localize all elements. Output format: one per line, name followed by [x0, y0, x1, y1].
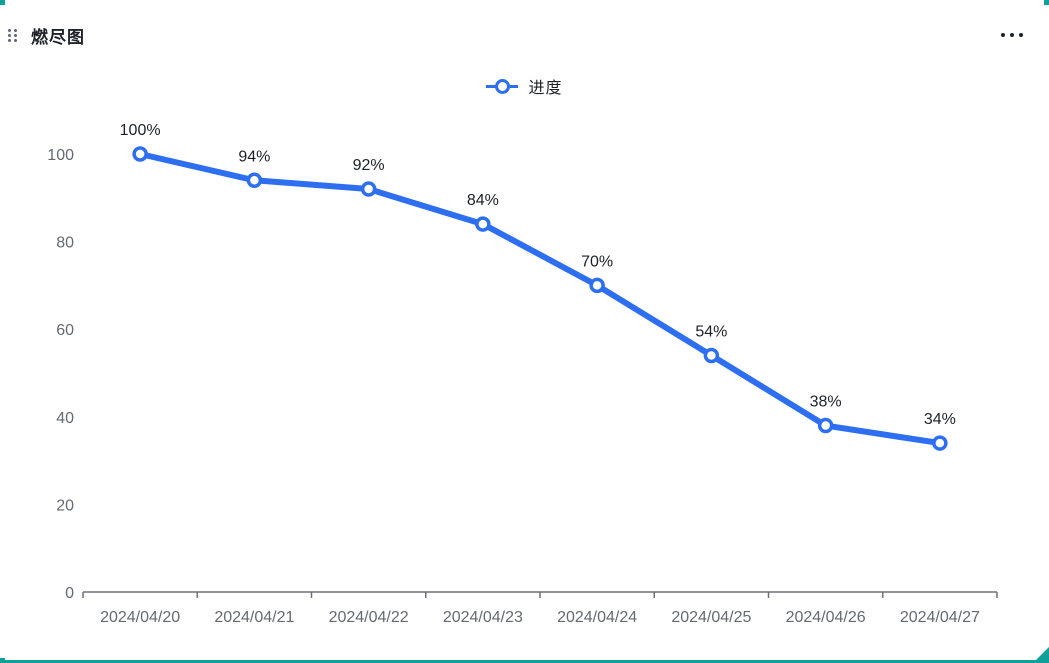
- data-point[interactable]: [246, 172, 263, 189]
- legend: 进度: [0, 74, 1049, 98]
- x-tick-label: 2024/04/27: [900, 609, 980, 626]
- ellipsis-icon: [1001, 33, 1005, 37]
- drag-handle-icon[interactable]: [8, 28, 17, 42]
- selection-corner-top-left: [0, 0, 5, 5]
- data-point-label: 54%: [695, 323, 727, 340]
- data-point[interactable]: [475, 216, 491, 232]
- data-point-label: 34%: [924, 411, 956, 428]
- more-menu-button[interactable]: [999, 29, 1025, 41]
- data-point-label: 70%: [581, 253, 613, 270]
- legend-item-progress[interactable]: 进度: [486, 74, 562, 98]
- data-point-label: 92%: [353, 157, 385, 174]
- x-tick-label: 2024/04/23: [443, 609, 523, 626]
- y-tick-label: 60: [56, 322, 74, 339]
- x-tick-label: 2024/04/26: [786, 609, 866, 626]
- data-point-label: 100%: [120, 122, 161, 139]
- data-point-label: 84%: [467, 192, 499, 209]
- data-point[interactable]: [360, 181, 377, 197]
- y-tick-label: 40: [56, 410, 74, 427]
- widget-header: 燃尽图: [8, 24, 1025, 47]
- legend-label: 进度: [528, 80, 563, 97]
- series-line-progress: [137, 151, 943, 447]
- x-tick-label: 2024/04/24: [557, 609, 637, 626]
- x-tick-label: 2024/04/25: [671, 609, 751, 626]
- line-marker-icon: [486, 78, 519, 94]
- y-tick-label: 80: [56, 235, 74, 252]
- y-tick-label: 100: [47, 147, 74, 164]
- data-point[interactable]: [703, 347, 720, 364]
- data-point-label: 94%: [238, 148, 270, 165]
- y-tick-label: 20: [56, 497, 74, 514]
- data-point-label: 38%: [810, 394, 842, 411]
- data-point[interactable]: [817, 417, 834, 434]
- widget-title: 燃尽图: [31, 27, 85, 47]
- y-tick-label: 0: [65, 585, 74, 602]
- x-tick-label: 2024/04/20: [100, 609, 180, 626]
- data-point[interactable]: [589, 277, 605, 294]
- data-point[interactable]: [932, 435, 948, 451]
- selection-bottom-border: [0, 660, 1049, 663]
- data-point[interactable]: [132, 146, 148, 162]
- x-tick-label: 2024/04/22: [329, 609, 409, 626]
- x-tick-label: 2024/04/21: [214, 609, 294, 626]
- selection-corner-top-right: [1044, 0, 1049, 5]
